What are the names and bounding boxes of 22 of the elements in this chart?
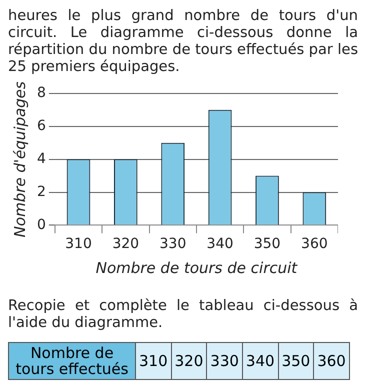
x-axis-title: Nombre de tours de circuit — [96, 258, 298, 277]
y-tick-label: 0 — [36, 216, 46, 233]
category-label: 330 — [210, 352, 239, 370]
x-tick-label: 310 — [65, 236, 92, 252]
x-tick-label: 330 — [159, 236, 186, 252]
text: heures le plus grand nombre de tours d'un circuit. Le diagramme ci-dessous donne la répartition du nombre de tours effectués par les 25 premiers équipages. — [8, 8, 358, 76]
y-tick-label: 6 — [36, 118, 46, 134]
x-tick-label: 320 — [112, 236, 140, 252]
text: Recopie et complète le tableau ci-dessous à l'aide du diagramme. — [8, 298, 358, 332]
category-label: 360 — [317, 352, 346, 370]
x-tick-label: 350 — [254, 236, 281, 252]
y-tick-label: 2 — [36, 184, 46, 200]
category-label: 320 — [174, 352, 204, 370]
x-tick-label: 360 — [301, 236, 328, 252]
category-label: 310 — [139, 352, 168, 370]
text: Nombre de tours effectués — [8, 342, 136, 380]
y-tick-label: 8 — [36, 85, 46, 102]
x-tick-label: 340 — [206, 236, 234, 252]
category-label: 340 — [246, 352, 275, 370]
y-tick-label: 4 — [36, 150, 46, 167]
y-axis-title: Nombre d'équipages — [10, 81, 29, 238]
category-label: 350 — [282, 352, 310, 370]
